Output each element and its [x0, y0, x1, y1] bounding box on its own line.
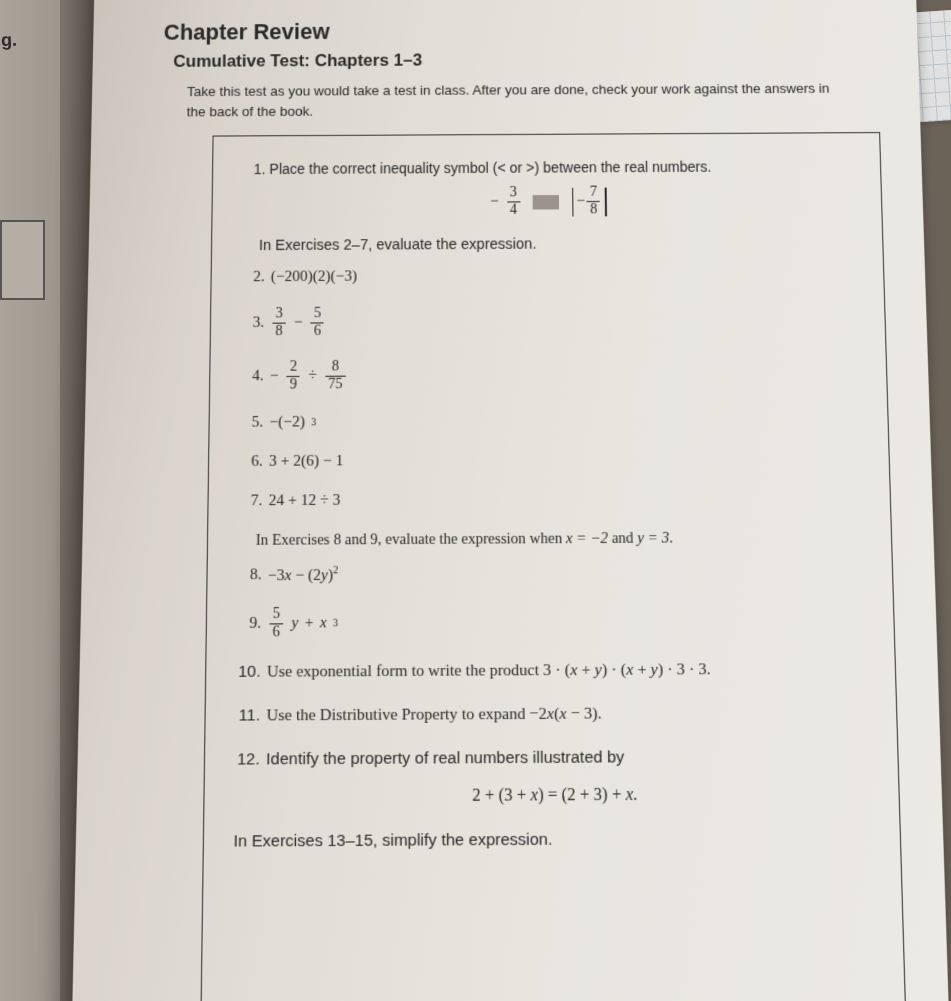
q11-b: −2 [529, 705, 546, 724]
q9-frac: 5 6 [269, 607, 283, 641]
cumulative-test-heading: Cumulative Test: Chapters 1–3 [173, 48, 878, 72]
q1-lhs-sign: − [490, 193, 499, 210]
q4-frac-a: 2 9 [287, 360, 301, 393]
q8-exp: 2 [333, 565, 338, 577]
left-page-edge: ng. [0, 0, 60, 1001]
q1-text: Place the correct inequality symbol (< o… [269, 159, 711, 178]
q2-expr: (−200)(2)(−3) [271, 268, 357, 286]
q9-num: 9. [236, 615, 261, 634]
q12-eq-b: ) = (2 + 3) + [538, 786, 626, 805]
q6: 6. 3 + 2(6) − 1 [238, 450, 866, 471]
q4-b-n: 8 [329, 360, 342, 376]
margin-box [0, 220, 45, 300]
q1-rhs-frac: 7 8 [587, 186, 601, 218]
sec89-a: In Exercises 8 and 9, evaluate the expre… [256, 530, 566, 549]
q4-a-d: 9 [287, 376, 301, 393]
q2-num: 2. [240, 269, 265, 287]
q1-expression: − 3 4 − 7 8 [241, 184, 859, 219]
section-2-7: In Exercises 2–7, evaluate the expressio… [259, 235, 860, 255]
q10-p2: + [633, 661, 651, 680]
section-13-15: In Exercises 13–15, simplify the express… [233, 829, 877, 853]
q12-num: 12. [234, 750, 259, 770]
q6-num: 6. [238, 453, 263, 471]
q5-exp: 3 [311, 417, 316, 429]
answer-blank [532, 195, 559, 210]
sec89-y: y = 3 [637, 530, 669, 547]
intro-paragraph: Take this test as you would take a test … [186, 79, 833, 122]
q9-f-d: 6 [269, 623, 283, 640]
q10-num: 10. [235, 663, 260, 683]
q12-equation: 2 + (3 + x) = (2 + 3) + x. [234, 784, 876, 807]
q8-mid: − (2 [291, 567, 321, 584]
q1-rhs-sign: − [576, 193, 585, 210]
q8: 8. −3x − (2y)2 [237, 562, 870, 586]
q1-lhs-n: 3 [507, 186, 520, 201]
q12-text: Identify the property of real numbers il… [266, 748, 624, 770]
q11-d: − 3). [567, 704, 602, 723]
q9-x: x [320, 615, 327, 633]
q5-base: −(−2) [269, 414, 305, 432]
q9-exp: 3 [333, 618, 338, 630]
q12-eq-a: 2 + (3 + [472, 786, 531, 805]
q10-c: ) · ( [602, 661, 627, 680]
q3-a-n: 3 [272, 307, 285, 323]
q4-frac-b: 8 75 [325, 360, 346, 393]
q1-num: 1. [254, 161, 266, 177]
q7-expr: 24 + 12 ÷ 3 [269, 492, 341, 511]
q11-num: 11. [235, 706, 260, 726]
q9-plus: + [305, 615, 314, 633]
q4-b-d: 75 [325, 376, 346, 393]
q4-op: ÷ [308, 368, 317, 386]
q12-eq-c: . [633, 786, 637, 805]
chapter-review-heading: Chapter Review [164, 16, 878, 46]
q3-frac-b: 5 6 [311, 307, 325, 339]
q1-rhs-d: 8 [587, 201, 600, 218]
q1-rhs-abs: − 7 8 [569, 186, 610, 218]
q1-lhs-d: 4 [507, 202, 520, 219]
q8-num: 8. [237, 566, 262, 584]
q11-a: Use the Distributive Property to expand [266, 705, 529, 725]
q1-rhs-n: 7 [587, 186, 600, 201]
q4-sign: − [270, 368, 279, 386]
q10-a: Use exponential form to write the produc… [267, 661, 543, 681]
q10-p1: + [577, 661, 594, 680]
q1-prompt: 1. Place the correct inequality symbol (… [254, 158, 858, 178]
q10: 10. Use exponential form to write the pr… [235, 659, 872, 682]
q4-a-n: 2 [287, 360, 300, 376]
photo-scene: ng. …gage, Cengage …INGTON (william.brew… [0, 0, 951, 1001]
q3: 3. 3 8 − 5 6 [239, 304, 862, 340]
sec89-end: . [669, 530, 673, 547]
q3-op: − [294, 314, 303, 332]
margin-tab-text: ng. [0, 30, 17, 52]
q10-d: ) · 3 · 3. [658, 660, 711, 679]
q3-num: 3. [240, 315, 265, 333]
q5: 5. −(−2) 3 [238, 411, 865, 432]
q9-y: y [291, 615, 298, 633]
test-frame: 1. Place the correct inequality symbol (… [200, 132, 906, 1001]
q11: 11. Use the Distributive Property to exp… [235, 703, 874, 726]
q2: 2. (−200)(2)(−3) [240, 266, 861, 287]
q3-b-n: 5 [311, 307, 324, 323]
q9-f-n: 5 [270, 607, 284, 623]
q7-num: 7. [237, 493, 262, 511]
sec89-x: x = −2 [566, 530, 608, 547]
q4-num: 4. [239, 368, 264, 386]
q1-lhs-frac: 3 4 [507, 186, 520, 218]
q10-b: 3 · ( [543, 661, 570, 680]
textbook-page: …gage, Cengage …INGTON (william.brewingt… [70, 0, 951, 1001]
q5-num: 5. [238, 414, 263, 432]
q12: 12. Identify the property of real number… [234, 747, 874, 770]
q8-pre: −3 [268, 567, 285, 584]
q6-expr: 3 + 2(6) − 1 [269, 453, 343, 471]
q9: 9. 5 6 y + x3 [236, 604, 871, 641]
section-8-9: In Exercises 8 and 9, evaluate the expre… [256, 529, 869, 551]
q3-frac-a: 3 8 [272, 307, 286, 339]
q7: 7. 24 + 12 ÷ 3 [237, 489, 867, 511]
q3-b-d: 6 [311, 323, 324, 340]
q3-a-d: 8 [272, 323, 285, 340]
q4: 4. − 2 9 ÷ 8 75 [239, 357, 864, 393]
sec89-mid: and [608, 530, 637, 547]
